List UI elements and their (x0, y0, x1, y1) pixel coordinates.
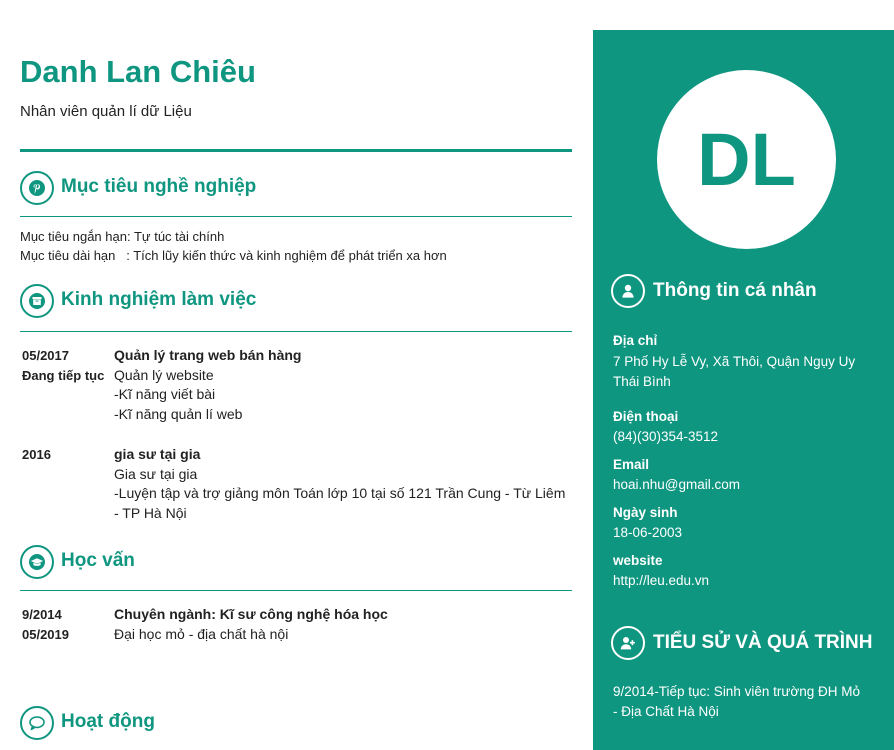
biography-text: 9/2014-Tiếp tục: Sinh viên trường ĐH Mỏ … (613, 682, 860, 722)
objective-long-term: Mục tiêu dài hạn : Tích lũy kiến thức và… (20, 248, 447, 263)
header-divider (20, 149, 572, 152)
phone-label: Điện thoại (613, 409, 679, 424)
address-label: Địa chỉ (613, 333, 658, 348)
personal-info-title: Thông tin cá nhân (653, 280, 817, 301)
archive-icon (20, 284, 54, 318)
experience-date: 05/2017 Đang tiếp tục (22, 346, 106, 386)
speech-bubble-icon (20, 706, 54, 740)
experience-line: -Kĩ năng viết bài (114, 386, 216, 402)
objective-section-title: Mục tiêu nghề nghiệp (61, 176, 257, 197)
biography-title: TIỂU SỬ VÀ QUÁ TRÌNH (653, 632, 873, 653)
birthdate-label: Ngày sinh (613, 505, 678, 520)
pinterest-icon (20, 171, 54, 205)
experience-divider (20, 331, 572, 332)
experience-date: 2016 (22, 445, 106, 465)
email-label: Email (613, 457, 650, 472)
avatar: DL (657, 70, 836, 249)
objective-short-term-label: Mục tiêu ngắn hạn: (20, 229, 131, 244)
biography-line: - Địa Chất Hà Nội (613, 704, 719, 719)
experience-section-header: Kinh nghiệm làm việc (20, 284, 572, 318)
objective-divider (20, 216, 572, 217)
website-link[interactable]: http://leu.edu.vn (613, 573, 710, 588)
experience-title: gia sư tại gia (114, 446, 201, 462)
candidate-name: Danh Lan Chiêu (20, 54, 256, 89)
graduation-cap-icon (20, 545, 54, 579)
email-line[interactable]: hoai.nhu@gmail.com (613, 477, 741, 492)
education-divider (20, 590, 572, 591)
education-section-title: Học vấn (61, 550, 135, 571)
website-label: website (613, 553, 663, 568)
objective-section-header: Mục tiêu nghề nghiệp (20, 171, 572, 205)
experience-date-start: 05/2017 (22, 348, 69, 363)
education-date-end: 05/2019 (22, 627, 69, 642)
experience-line: -Luyện tập và trợ giảng môn Toán lớp 10 … (114, 485, 566, 501)
biography-line: 9/2014-Tiếp tục: Sinh viên trường ĐH Mỏ (613, 684, 861, 699)
website-value[interactable]: http://leu.edu.vn (613, 571, 709, 591)
experience-title: Quản lý trang web bán hàng (114, 347, 302, 363)
user-icon (611, 274, 645, 308)
education-line: Đại học mỏ - địa chất hà nội (114, 625, 289, 642)
experience-section-title: Kinh nghiệm làm việc (61, 289, 257, 310)
experience-line: Quản lý website (114, 366, 214, 383)
activities-section-header: Hoạt động (20, 706, 572, 740)
address-line: 7 Phố Hy Lễ Vy, Xã Thôi, Quận Ngụy Uy (613, 354, 856, 369)
address-line: Thái Bình (613, 374, 671, 389)
education-date-start: 9/2014 (22, 607, 62, 622)
education-title: Chuyên ngành: Kĩ sư công nghệ hóa học (114, 606, 388, 622)
activities-section-title: Hoạt động (61, 711, 155, 732)
objective-long-term-value: Tích lũy kiến thức và kinh nghiệm để phá… (129, 248, 447, 263)
objective-long-term-label: Mục tiêu dài hạn : (20, 248, 130, 263)
address-value: 7 Phố Hy Lễ Vy, Xã Thôi, Quận Ngụy Uy Th… (613, 352, 855, 392)
user-plus-icon (611, 626, 645, 660)
phone-value: (84)(30)354-3512 (613, 427, 718, 447)
experience-line: Gia sư tại gia (114, 465, 198, 482)
experience-line: - TP Hà Nội (114, 504, 187, 521)
experience-detail: Quản lý trang web bán hàng Quản lý websi… (114, 346, 572, 424)
education-detail: Chuyên ngành: Kĩ sư công nghệ hóa học Đạ… (114, 605, 572, 644)
birthdate-line: 18-06-2003 (613, 525, 683, 540)
birthdate-value: 18-06-2003 (613, 523, 682, 543)
email-value[interactable]: hoai.nhu@gmail.com (613, 475, 740, 495)
job-title: Nhân viên quản lí dữ Liệu (20, 103, 192, 120)
sidebar: DL Thông tin cá nhân Địa chỉ 7 Phố Hy Lễ… (593, 30, 894, 750)
avatar-initials: DL (697, 118, 796, 201)
objective-short-term: Mục tiêu ngắn hạn: Tự túc tài chính (20, 229, 224, 244)
experience-detail: gia sư tại gia Gia sư tại gia -Luyện tập… (114, 445, 572, 523)
experience-date-end: Đang tiếp tục (22, 368, 105, 383)
experience-line: -Kĩ năng quản lí web (114, 405, 243, 422)
objective-short-term-value: Tự túc tài chính (130, 229, 225, 244)
phone-line: (84)(30)354-3512 (613, 429, 719, 444)
experience-date-start: 2016 (22, 447, 51, 462)
education-section-header: Học vấn (20, 545, 572, 579)
education-date: 9/2014 05/2019 (22, 605, 106, 645)
